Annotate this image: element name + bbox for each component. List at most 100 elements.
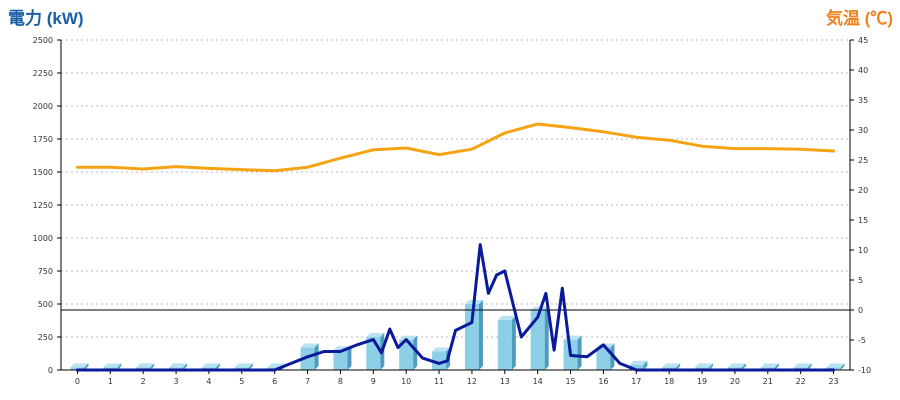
bar-top [399, 335, 418, 340]
bar [497, 315, 516, 370]
bar-top [826, 363, 845, 368]
bar-top [432, 347, 451, 352]
x-tick-label: 3 [174, 377, 179, 386]
bar-side [544, 306, 549, 370]
bar [530, 306, 549, 370]
bar [333, 346, 352, 370]
x-tick-label: 18 [664, 377, 674, 386]
bar-front [300, 347, 315, 370]
bar [563, 335, 582, 370]
bar-side [807, 363, 812, 370]
bar-side [676, 363, 681, 370]
right-tick-label: 20 [858, 186, 868, 195]
bar-side [840, 363, 845, 370]
left-tick-label: 0 [48, 366, 53, 375]
grid-layer [61, 39, 850, 338]
x-tick-label: 6 [272, 377, 277, 386]
left-axis-title: 電力 (kW) [8, 8, 84, 28]
bar-side [413, 335, 418, 370]
x-tick-label: 12 [467, 377, 477, 386]
bar-top [103, 363, 122, 368]
x-tick-label: 16 [598, 377, 608, 386]
bar-front [333, 350, 348, 370]
right-tick-label: 0 [858, 306, 863, 315]
right-tick-label: -5 [858, 336, 866, 345]
x-tick-label: 14 [533, 377, 543, 386]
bar-top [234, 363, 253, 368]
left-tick-label: 250 [38, 333, 53, 342]
x-tick-label: 11 [434, 377, 444, 386]
bar-top [70, 363, 89, 368]
bar-side [774, 363, 779, 370]
x-tick-label: 7 [305, 377, 310, 386]
bar-top [727, 363, 746, 368]
x-tick-label: 0 [75, 377, 80, 386]
right-tick-label: 15 [858, 216, 868, 225]
x-tick-label: 23 [828, 377, 838, 386]
bar-top [629, 360, 648, 365]
right-tick-label: 40 [858, 66, 868, 75]
left-tick-label: 2250 [33, 69, 53, 78]
bar-side [643, 360, 648, 370]
right-tick-label: 45 [858, 36, 868, 45]
bar-front [629, 364, 644, 370]
x-tick-label: 17 [631, 377, 641, 386]
bar-top [793, 363, 812, 368]
bar-side [150, 363, 155, 370]
bar-side [215, 363, 220, 370]
temperature-line [75, 122, 836, 173]
x-tick-label: 9 [371, 377, 376, 386]
bar-side [577, 335, 582, 370]
left-tick-label: 2000 [33, 102, 53, 111]
bar-front [432, 351, 447, 370]
bar-top [136, 363, 155, 368]
right-tick-label: 25 [858, 156, 868, 165]
x-tick-label: 21 [763, 377, 773, 386]
x-tick-label: 4 [206, 377, 211, 386]
bar-front [497, 319, 512, 370]
x-tick-label: 5 [239, 377, 244, 386]
x-tick-label: 2 [141, 377, 146, 386]
x-tick-label: 19 [697, 377, 707, 386]
right-axis-title: 気温 (℃) [825, 8, 893, 28]
bar-side [183, 363, 188, 370]
bar [629, 360, 648, 370]
right-tick-label: 30 [858, 126, 868, 135]
bar [399, 335, 418, 370]
left-tick-label: 1500 [33, 168, 53, 177]
left-tick-label: 1250 [33, 201, 53, 210]
bar-side [511, 315, 516, 370]
bar-side [478, 300, 483, 370]
bar-side [347, 346, 352, 370]
x-tick-label: 22 [796, 377, 806, 386]
bar-top [169, 363, 188, 368]
x-tick-label: 15 [565, 377, 575, 386]
bar-top [695, 363, 714, 368]
bar-top [366, 333, 385, 337]
x-tick-label: 1 [108, 377, 113, 386]
x-tick-label: 10 [401, 377, 411, 386]
bar-front [596, 347, 611, 370]
right-tick-label: 10 [858, 246, 868, 255]
left-tick-label: 2500 [33, 36, 53, 45]
right-tick-label: 35 [858, 96, 868, 105]
x-tick-label: 20 [730, 377, 740, 386]
bar [366, 333, 385, 370]
x-tick-label: 8 [338, 377, 343, 386]
bar-front [464, 304, 479, 370]
bar-side [117, 363, 122, 370]
bar-front [399, 339, 414, 370]
bar-top [662, 363, 681, 368]
axis-layer [57, 39, 854, 374]
left-tick-label: 1750 [33, 135, 53, 144]
bar-top [201, 363, 220, 368]
bar-front [530, 310, 545, 370]
line-layer [75, 122, 836, 372]
power-line [75, 243, 836, 372]
bar-top [497, 315, 516, 320]
x-tick-label: 13 [500, 377, 510, 386]
right-tick-label: 5 [858, 276, 863, 285]
bar-side [84, 363, 89, 370]
bar-top [760, 363, 779, 368]
